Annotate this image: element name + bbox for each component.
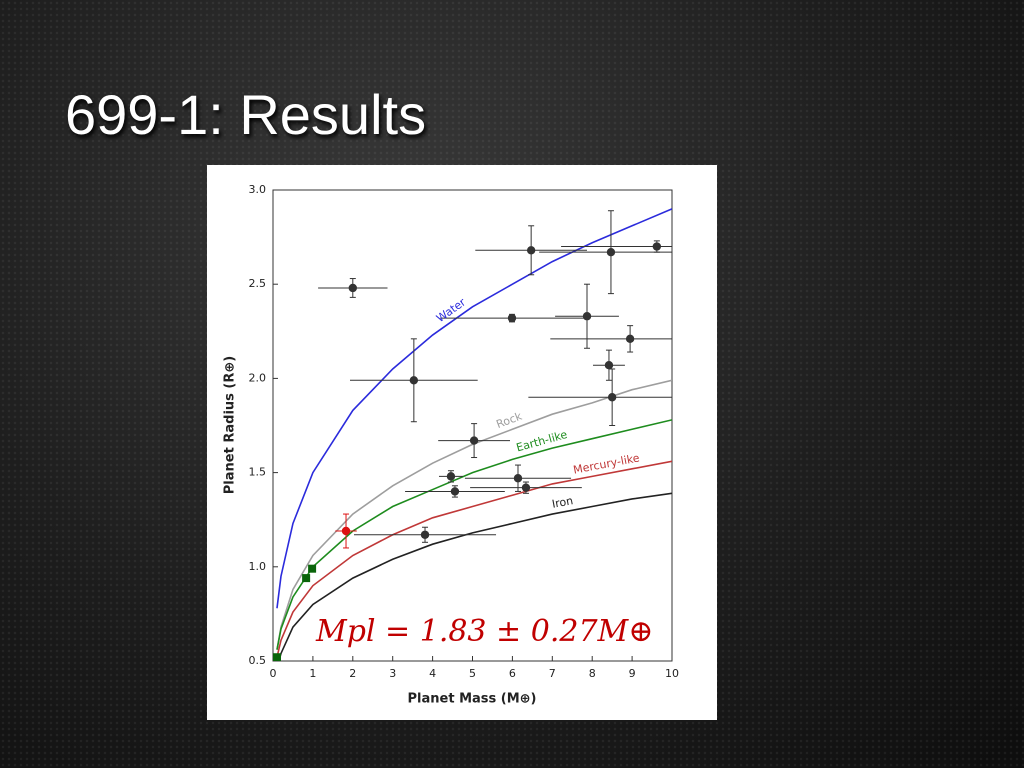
x-tick-label: 9 [629, 667, 636, 680]
data-point [409, 376, 419, 385]
y-tick-label: 0.5 [249, 654, 267, 667]
plot-area [273, 208, 672, 661]
data-point [652, 242, 662, 251]
model-curve [276, 419, 672, 650]
x-tick-label: 0 [270, 667, 277, 680]
data-point [302, 574, 311, 583]
slide-title: 699-1: Results [65, 83, 427, 146]
model-curve [278, 492, 672, 661]
x-tick-label: 2 [349, 667, 356, 680]
y-tick-label: 1.0 [249, 560, 267, 573]
curve-label: Iron [551, 494, 574, 511]
y-tick-label: 1.5 [249, 466, 267, 479]
data-point [273, 653, 281, 661]
x-tick-label: 6 [509, 667, 516, 680]
data-point [526, 246, 536, 255]
annotation: Mpl = 1.83 ± 0.27M⊕ [315, 614, 653, 649]
x-tick-label: 1 [309, 667, 316, 680]
data-point [604, 361, 614, 370]
x-tick-label: 7 [549, 667, 556, 680]
data-point [607, 393, 617, 402]
data-point [450, 487, 460, 496]
data-point [308, 564, 317, 573]
data-point [625, 334, 635, 344]
data-point [341, 526, 351, 536]
x-tick-label: 4 [429, 667, 436, 680]
data-point [507, 313, 517, 323]
y-axis-label: Planet Radius (R⊕) [223, 356, 238, 494]
data-point [582, 312, 592, 321]
model-curve [276, 460, 672, 658]
data-point [606, 247, 616, 257]
data-point [420, 530, 430, 539]
data-point [348, 283, 357, 293]
x-tick-label: 10 [665, 667, 679, 680]
y-tick-label: 3.0 [249, 183, 267, 196]
x-tick-label: 5 [469, 667, 476, 680]
x-tick-label: 8 [589, 667, 596, 680]
x-tick-label: 3 [389, 667, 396, 680]
data-point [513, 474, 523, 483]
data-point [446, 472, 456, 481]
model-curve [276, 208, 672, 609]
model-curve [276, 379, 672, 650]
y-tick-label: 2.0 [249, 371, 267, 384]
data-point [469, 436, 479, 445]
y-tick-label: 2.5 [249, 277, 267, 290]
x-axis-label: Planet Mass (M⊕) [408, 692, 537, 707]
data-point [521, 483, 531, 492]
